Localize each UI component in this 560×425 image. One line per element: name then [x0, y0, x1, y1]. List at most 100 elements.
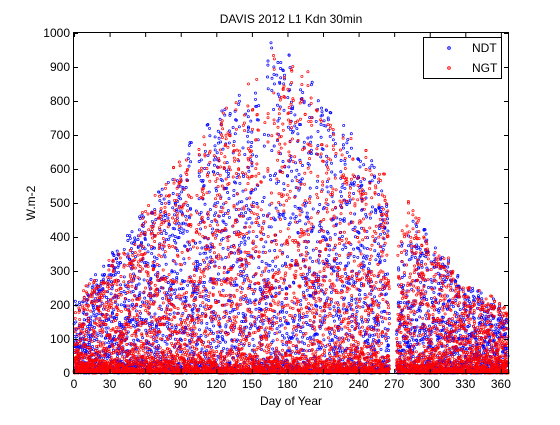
data-point [163, 340, 167, 343]
data-point [266, 63, 270, 67]
data-point [156, 347, 160, 351]
data-point [206, 123, 210, 126]
data-point [200, 246, 204, 250]
data-point [484, 340, 488, 344]
data-point [73, 311, 77, 315]
data-point [322, 119, 326, 123]
data-point [115, 296, 119, 300]
data-point [220, 335, 224, 339]
data-point [432, 260, 436, 263]
data-point [261, 200, 265, 204]
data-point [186, 283, 190, 287]
data-point [224, 340, 227, 344]
data-point [257, 216, 261, 220]
data-point [468, 323, 472, 327]
data-point [302, 101, 306, 105]
data-point [248, 253, 252, 257]
data-point [271, 268, 275, 272]
data-point [94, 273, 97, 277]
data-point [147, 282, 151, 286]
data-point [325, 108, 328, 112]
data-point [181, 287, 185, 290]
data-point [318, 306, 322, 309]
data-point [247, 169, 251, 173]
data-point [335, 216, 339, 220]
data-point [213, 202, 217, 206]
data-point [360, 244, 364, 248]
data-point [411, 219, 415, 223]
data-point [86, 325, 90, 328]
data-point [128, 257, 132, 261]
data-point [222, 214, 225, 217]
data-point [316, 129, 320, 133]
data-point [276, 61, 280, 64]
data-point [173, 227, 177, 231]
data-point [362, 254, 366, 258]
data-point [319, 122, 323, 126]
data-point [89, 326, 93, 330]
data-point [189, 247, 192, 251]
data-point [86, 342, 90, 346]
data-point [204, 288, 208, 292]
data-point [262, 144, 266, 148]
data-point [165, 320, 169, 324]
data-point [215, 233, 219, 237]
data-point [350, 277, 354, 281]
data-point [282, 182, 286, 186]
data-point [267, 212, 271, 216]
data-point [316, 144, 320, 148]
data-point [267, 269, 271, 273]
data-point [273, 239, 277, 243]
data-point [268, 203, 272, 207]
data-point [272, 144, 276, 148]
data-point [365, 338, 369, 342]
data-point [241, 236, 245, 240]
data-point [77, 310, 81, 314]
data-point [358, 288, 362, 292]
data-point [177, 221, 181, 225]
data-point [239, 240, 243, 244]
data-point [362, 163, 366, 167]
data-point [110, 251, 114, 255]
data-point [133, 236, 137, 240]
data-point [79, 329, 83, 333]
data-point [445, 294, 449, 298]
data-point [173, 270, 177, 274]
data-point [275, 181, 279, 185]
data-point [151, 327, 155, 331]
data-point [203, 167, 207, 170]
data-point [473, 296, 476, 300]
data-point [142, 261, 146, 265]
data-point [483, 320, 486, 324]
data-point [184, 186, 188, 189]
data-point [87, 319, 90, 323]
data-point [74, 320, 78, 324]
data-point [96, 333, 100, 337]
data-point [454, 299, 458, 302]
data-point [352, 247, 356, 251]
data-point [206, 153, 210, 157]
data-point [206, 217, 210, 220]
data-point [331, 200, 335, 204]
data-point [311, 248, 315, 252]
data-point [382, 243, 386, 247]
data-point [133, 238, 137, 242]
data-point [239, 341, 243, 345]
data-point [293, 113, 297, 117]
data-point [164, 262, 168, 266]
data-point [438, 307, 442, 311]
data-point [107, 278, 111, 282]
data-point [251, 292, 255, 296]
data-point [377, 180, 380, 184]
data-point [297, 180, 301, 184]
data-point [150, 252, 154, 256]
data-point [168, 312, 172, 316]
data-point [321, 207, 325, 211]
data-point [479, 291, 483, 295]
data-point [227, 172, 231, 175]
data-point [429, 277, 433, 281]
data-point [154, 218, 158, 222]
data-point [357, 326, 361, 330]
data-point [301, 325, 305, 329]
data-point [317, 230, 321, 234]
